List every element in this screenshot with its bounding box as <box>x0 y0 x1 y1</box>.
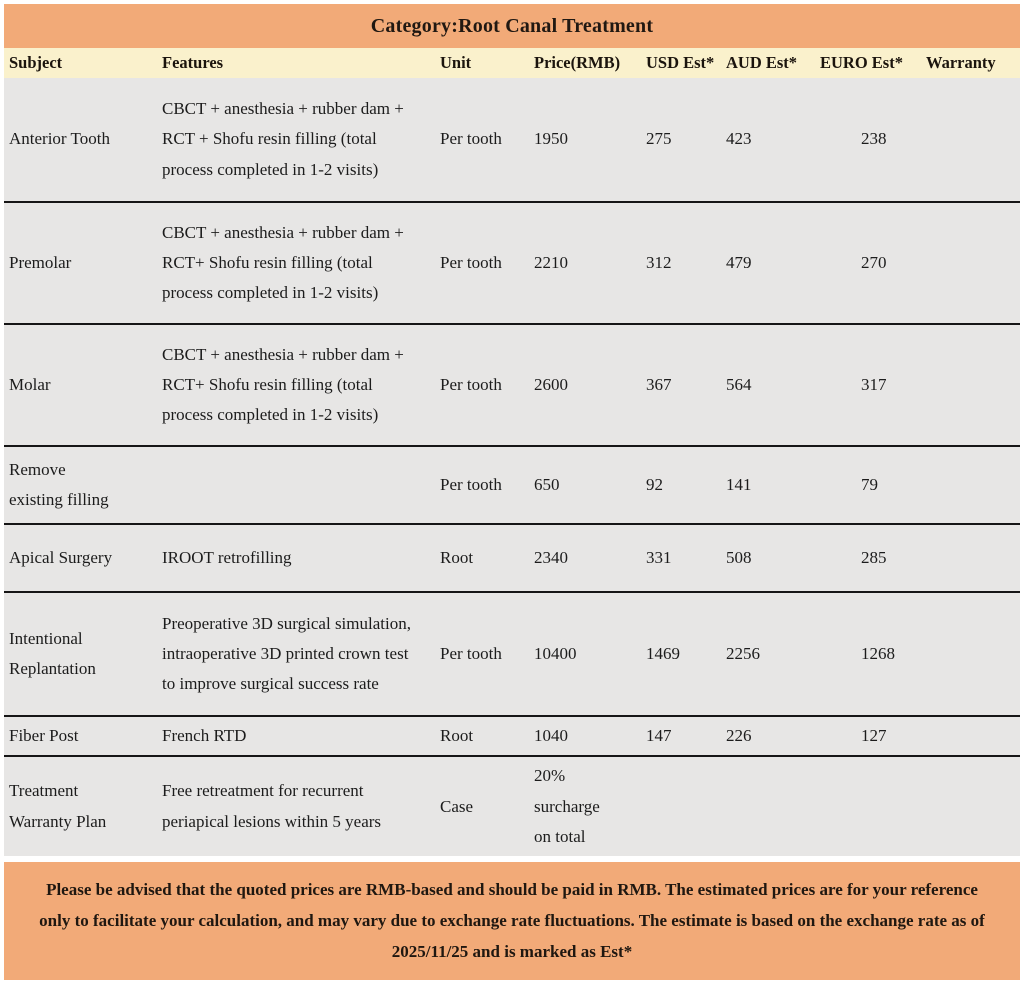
cell-price: 2340 <box>534 547 568 567</box>
table-row: Intentional Replantation Preoperative 3D… <box>4 592 1020 716</box>
column-header-row: Subject Features Unit Price(RMB) USD Est… <box>4 48 1020 78</box>
cell-aud: 423 <box>726 129 752 149</box>
cell-warranty <box>921 78 1020 202</box>
cell-features: IROOT retrofilling <box>162 547 292 567</box>
cell-usd: 275 <box>646 129 672 149</box>
cell-price: 10400 <box>534 643 577 663</box>
cell-unit: Per tooth <box>440 474 502 494</box>
footer-notice: Please be advised that the quoted prices… <box>4 862 1020 980</box>
cell-aud <box>721 756 815 856</box>
cell-subject: Premolar <box>9 252 72 272</box>
cell-usd: 367 <box>646 374 672 394</box>
cell-price: 1950 <box>534 129 568 149</box>
cell-unit: Case <box>440 796 474 816</box>
cell-euro: 1268 <box>861 643 895 663</box>
cell-euro: 238 <box>861 129 887 149</box>
table-row: Premolar CBCT + anesthesia + rubber dam … <box>4 202 1020 324</box>
column-header-warranty: Warranty <box>926 53 996 72</box>
cell-usd: 1469 <box>646 643 680 663</box>
cell-usd: 147 <box>646 726 672 745</box>
cell-euro: 79 <box>861 474 878 494</box>
column-header-price: Price(RMB) <box>534 53 621 72</box>
column-header-subject: Subject <box>9 53 63 72</box>
cell-subject: Remove existing filling <box>9 459 109 509</box>
cell-euro <box>815 756 921 856</box>
cell-features: CBCT + anesthesia + rubber dam + RCT+ Sh… <box>162 222 404 303</box>
cell-features: Free retreatment for recurrent periapica… <box>162 781 382 831</box>
table-row: Anterior Tooth CBCT + anesthesia + rubbe… <box>4 78 1020 202</box>
cell-aud: 226 <box>726 726 752 745</box>
cell-subject: Fiber Post <box>9 726 79 745</box>
category-banner: Category:Root Canal Treatment <box>4 4 1020 48</box>
cell-subject: Molar <box>9 374 51 394</box>
price-table: Subject Features Unit Price(RMB) USD Est… <box>4 48 1020 856</box>
cell-aud: 2256 <box>726 643 760 663</box>
cell-features: CBCT + anesthesia + rubber dam + RCT+ Sh… <box>162 344 404 425</box>
cell-features: French RTD <box>162 726 247 745</box>
cell-aud: 564 <box>726 374 752 394</box>
cell-usd: 92 <box>646 474 663 494</box>
cell-warranty <box>921 756 1020 856</box>
table-row: Molar CBCT + anesthesia + rubber dam + R… <box>4 324 1020 446</box>
cell-subject: Intentional Replantation <box>9 628 96 678</box>
cell-price: 2210 <box>534 252 568 272</box>
cell-usd: 331 <box>646 547 672 567</box>
cell-unit: Per tooth <box>440 643 502 663</box>
column-header-aud: AUD Est* <box>726 53 798 72</box>
cell-price: 20% surcharge on total <box>534 766 600 846</box>
cell-price: 2600 <box>534 374 568 394</box>
cell-aud: 141 <box>726 474 752 494</box>
table-row: Fiber Post French RTD Root 1040 147 226 … <box>4 716 1020 757</box>
column-header-usd: USD Est* <box>646 53 715 72</box>
cell-euro: 285 <box>861 547 887 567</box>
cell-subject: Anterior Tooth <box>9 129 110 149</box>
category-title: Category:Root Canal Treatment <box>370 14 654 37</box>
column-header-features: Features <box>162 53 224 72</box>
table-row: Apical Surgery IROOT retrofilling Root 2… <box>4 524 1020 592</box>
cell-features: CBCT + anesthesia + rubber dam + RCT + S… <box>162 99 404 179</box>
cell-features <box>157 446 435 524</box>
cell-warranty <box>921 324 1020 446</box>
cell-price: 1040 <box>534 726 568 745</box>
cell-aud: 479 <box>726 252 752 272</box>
cell-features: Preoperative 3D surgical simulation, int… <box>162 613 411 694</box>
cell-subject: Treatment Warranty Plan <box>9 781 107 831</box>
cell-unit: Root <box>440 547 474 567</box>
cell-unit: Per tooth <box>440 129 502 149</box>
cell-euro: 317 <box>861 374 887 394</box>
cell-usd: 312 <box>646 252 672 272</box>
table-row: Remove existing filling Per tooth 650 92… <box>4 446 1020 524</box>
cell-usd <box>641 756 721 856</box>
cell-warranty <box>921 592 1020 716</box>
cell-euro: 127 <box>861 726 887 745</box>
cell-warranty <box>921 716 1020 756</box>
cell-warranty <box>921 446 1020 524</box>
cell-aud: 508 <box>726 547 752 567</box>
column-header-unit: Unit <box>440 53 472 72</box>
cell-warranty <box>921 524 1020 592</box>
cell-price: 650 <box>534 474 560 494</box>
cell-unit: Per tooth <box>440 374 502 394</box>
cell-subject: Apical Surgery <box>9 547 113 567</box>
cell-unit: Root <box>440 726 474 745</box>
table-row: Treatment Warranty Plan Free retreatment… <box>4 756 1020 856</box>
footer-note-text: Please be advised that the quoted prices… <box>39 880 985 961</box>
cell-warranty <box>921 202 1020 324</box>
cell-euro: 270 <box>861 252 887 272</box>
column-header-euro: EURO Est* <box>820 53 903 72</box>
cell-unit: Per tooth <box>440 252 502 272</box>
